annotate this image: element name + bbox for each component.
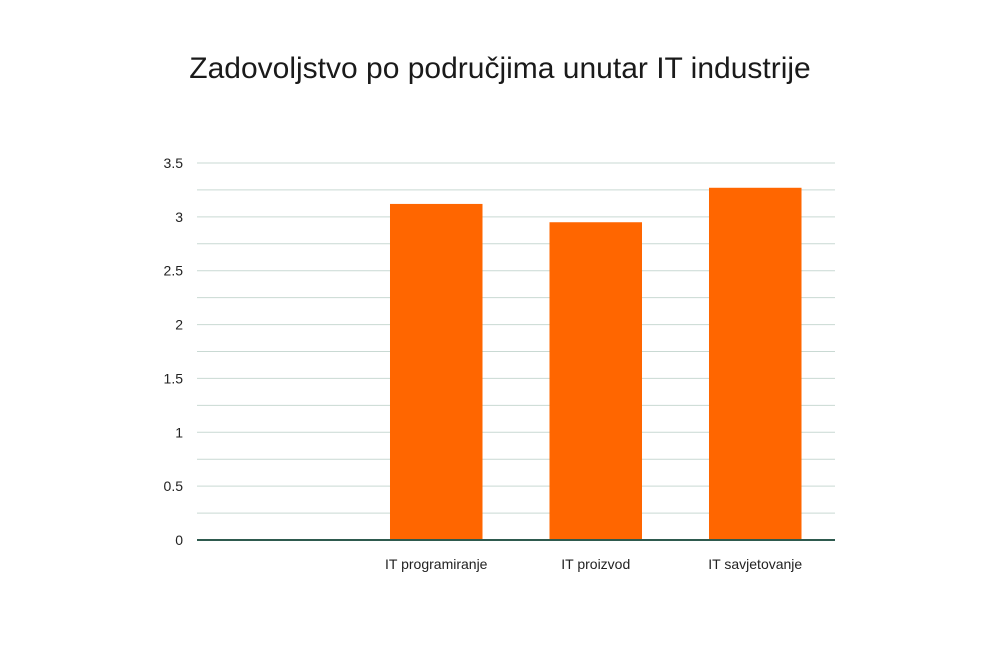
y-tick-label: 1 (175, 424, 183, 440)
bar (708, 187, 802, 540)
x-category-label: IT proizvod (561, 556, 630, 572)
y-tick-labels: 0 0.5 1 1.5 2 2.5 3 3.5 (164, 155, 184, 548)
bar (389, 203, 483, 540)
y-tick-label: 0.5 (164, 478, 184, 494)
x-category-label: IT savjetovanje (708, 556, 802, 572)
y-tick-label: 0 (175, 532, 183, 548)
x-category-labels: IT programiranje IT proizvod IT savjetovan… (385, 556, 802, 572)
bar (549, 222, 643, 540)
bars (389, 187, 802, 540)
y-tick-label: 2.5 (164, 263, 184, 279)
y-tick-label: 2 (175, 317, 183, 333)
x-category-label: IT programiranje (385, 556, 488, 572)
y-tick-label: 3.5 (164, 155, 184, 171)
y-tick-label: 1.5 (164, 370, 184, 386)
y-tick-label: 3 (175, 209, 183, 225)
chart-title: Zadovoljstvo po područjima unutar IT ind… (189, 52, 811, 85)
